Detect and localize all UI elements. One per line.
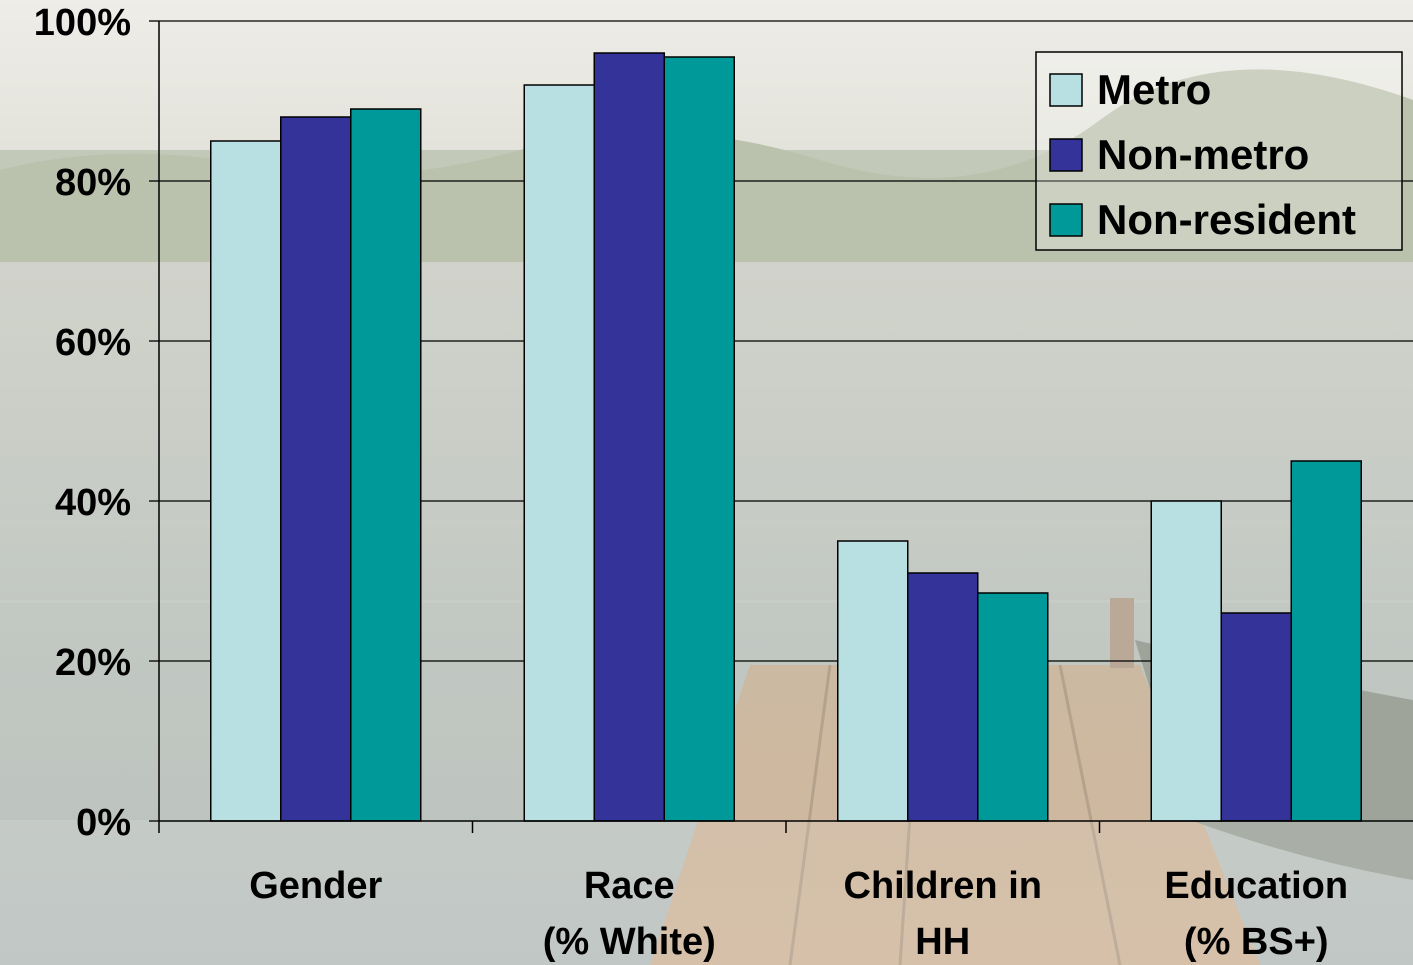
y-tick-label: 80% xyxy=(55,162,131,204)
x-category-labels: Gender Race (% White) Children in HH Educatio… xyxy=(249,865,1348,963)
chart-legend: Metro Non-metro Non-resident xyxy=(1035,51,1403,251)
legend-swatch-non-resident xyxy=(1049,203,1083,237)
legend-swatch-non-metro xyxy=(1049,138,1083,172)
bar-metro xyxy=(837,540,909,822)
y-tick-labels: 0% 20% 40% 60% 80% 100% xyxy=(34,2,131,844)
bar-non-metro xyxy=(907,572,979,822)
y-tick-label: 60% xyxy=(55,322,131,364)
x-category-label: Race (% White) xyxy=(543,865,716,963)
legend-label-metro: Metro xyxy=(1097,66,1211,113)
bar-metro xyxy=(523,84,595,822)
legend-swatch-metro xyxy=(1049,73,1083,107)
bar-non-resident xyxy=(350,108,422,822)
legend-label-non-resident: Non-resident xyxy=(1097,196,1356,243)
bar-non-metro xyxy=(593,52,665,822)
bar-non-resident xyxy=(977,592,1049,822)
bar-non-metro xyxy=(280,116,352,822)
legend-label-non-metro: Non-metro xyxy=(1097,131,1309,178)
bars xyxy=(210,52,1362,822)
legend-box xyxy=(1035,51,1403,251)
x-category-label: Gender xyxy=(249,865,382,907)
bar-non-metro xyxy=(1220,612,1292,822)
y-tick-label: 20% xyxy=(55,642,131,684)
y-tick-label: 0% xyxy=(76,802,131,844)
x-category-label: Children in HH xyxy=(844,865,1042,963)
y-tick-label: 100% xyxy=(34,2,131,44)
bar-metro xyxy=(210,140,282,822)
bar-non-resident xyxy=(663,56,735,822)
y-tick-label: 40% xyxy=(55,482,131,524)
x-category-label: Education (% BS+) xyxy=(1164,865,1348,963)
bar-metro xyxy=(1150,500,1222,822)
bar-non-resident xyxy=(1290,460,1362,822)
axes xyxy=(158,21,1413,833)
